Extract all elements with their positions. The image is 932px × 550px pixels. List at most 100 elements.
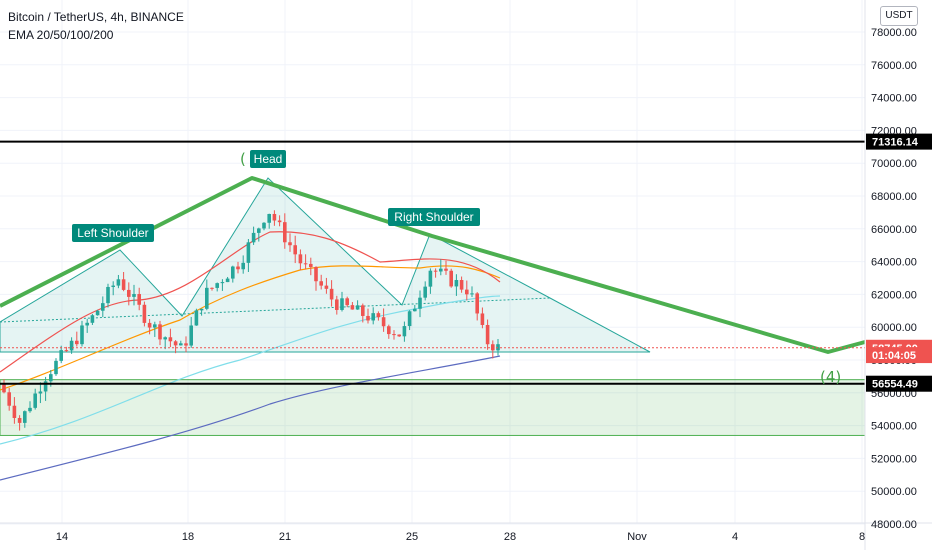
symbol-label[interactable]: Bitcoin / TetherUS, 4h, BINANCE (8, 10, 184, 24)
candle-body (428, 270, 433, 287)
x-tick-label: 25 (406, 531, 418, 543)
candle-body (121, 279, 126, 290)
candle-body (225, 278, 230, 283)
candle-body (147, 322, 152, 328)
x-tick-label: 4 (732, 531, 738, 543)
candle-body (49, 374, 53, 382)
candle-body (127, 289, 131, 297)
candle-body (241, 262, 245, 270)
ema-50-line (0, 265, 501, 391)
y-tick-label: 68000.00 (871, 191, 917, 203)
x-tick-label: Nov (627, 531, 647, 543)
candle-body (179, 343, 183, 346)
price-axis[interactable]: 48000.0050000.0052000.0054000.0056000.00… (871, 27, 917, 531)
candle-body (220, 282, 225, 284)
candle-body (246, 242, 251, 263)
y-tick-label: 66000.00 (871, 224, 917, 236)
candle-body (314, 267, 318, 282)
candle-body (402, 326, 407, 337)
horizontal-lines (0, 140, 865, 385)
candle-body (153, 324, 157, 328)
right-shoulder-label: Right Shoulder (394, 210, 473, 224)
candle-body (231, 266, 235, 279)
candle-body (137, 294, 141, 305)
candle-body (173, 341, 178, 346)
candle-body (298, 254, 303, 264)
candle-body (142, 304, 147, 323)
head-prefix-label: ( (240, 150, 246, 168)
candle-body (303, 263, 308, 265)
candle-body (54, 360, 58, 375)
candle-body (210, 287, 214, 289)
candle-body (340, 298, 344, 310)
candle-body (397, 334, 401, 337)
candle-body (132, 294, 136, 297)
candle-body (459, 280, 464, 290)
candle-body (293, 245, 297, 255)
candle-body (257, 228, 261, 233)
candle-body (366, 315, 370, 321)
left-shoulder-label-bg (72, 224, 154, 242)
candle-body (355, 305, 360, 310)
candle-body (465, 289, 469, 295)
candle-body (309, 263, 313, 268)
candle-body (272, 213, 277, 221)
candle-body (439, 268, 443, 272)
candle-body (350, 305, 355, 310)
candle-body (381, 317, 386, 327)
candle-body (116, 279, 121, 286)
candle-body (319, 281, 323, 286)
candle-body (392, 334, 396, 336)
candle-body (64, 350, 69, 352)
candle-body (205, 287, 209, 309)
wave-4-label: (4) (820, 368, 841, 386)
y-tick-label: 64000.00 (871, 257, 917, 269)
time-axis[interactable]: 14 18 21 25 28 Nov 4 8 (56, 531, 865, 543)
currency-label[interactable]: USDT (880, 6, 918, 26)
candle-body (7, 392, 11, 406)
chart-legend: Bitcoin / TetherUS, 4h, BINANCE EMA 20/5… (8, 8, 184, 44)
candle-body (184, 343, 188, 346)
candle-body (387, 326, 391, 335)
indicator-label[interactable]: EMA 20/50/100/200 (8, 28, 114, 42)
candle-body (236, 266, 240, 270)
y-tick-label: 76000.00 (871, 60, 917, 72)
price-tag-bg (866, 375, 932, 392)
candle-body (101, 303, 105, 311)
candle-body (111, 285, 115, 287)
candle-body (69, 340, 74, 351)
candle-body (199, 308, 204, 311)
head-shoulders-outline (0, 176, 866, 354)
candle-body (496, 344, 500, 351)
candle-body (288, 242, 292, 246)
candle-body (59, 350, 63, 361)
y-tick-label: 50000.00 (871, 486, 917, 498)
x-tick-label: 28 (504, 531, 516, 543)
candle-body (95, 310, 100, 316)
annotations: Left Shoulder Head Right Shoulder ((4) (72, 150, 841, 386)
price-tag-label: 01:04:05 (872, 350, 916, 362)
y-tick-label: 70000.00 (871, 158, 917, 170)
candle-body (251, 232, 256, 243)
candle-body (189, 325, 193, 346)
candle-body (17, 417, 22, 423)
x-tick-label: 8 (859, 531, 865, 543)
candle-body (361, 305, 365, 316)
candle-body (38, 391, 43, 394)
candle-body (371, 313, 375, 321)
candle-body (433, 270, 438, 272)
candle-body (194, 310, 199, 326)
candle-body (475, 293, 479, 314)
candle-body (33, 393, 37, 408)
candle-body (80, 325, 84, 345)
x-tick-label: 21 (279, 531, 291, 543)
candle-body (485, 324, 490, 345)
y-tick-label: 78000.00 (871, 27, 917, 39)
right-shoulder-label-bg (388, 208, 480, 226)
y-tick-label: 52000.00 (871, 453, 917, 465)
price-tag-label: 56554.49 (872, 379, 918, 391)
candle-body (168, 337, 173, 342)
head-label-bg (250, 150, 286, 168)
price-tag-label: 71316.14 (872, 137, 919, 149)
